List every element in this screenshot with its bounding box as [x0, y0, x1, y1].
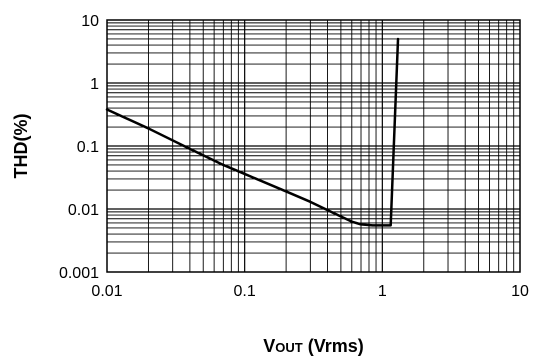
- y-tick-labels: 0.001 0.01 0.1 1 10: [59, 13, 99, 282]
- y-tick-label: 0.1: [77, 139, 99, 156]
- x-axis-label: VOUT (Vrms): [263, 336, 364, 356]
- thd-series-line: [105, 37, 400, 227]
- x-tick-label: 0.01: [91, 283, 122, 300]
- y-tick-label: 10: [81, 13, 99, 30]
- y-tick-label: 0.01: [68, 202, 99, 219]
- x-tick-label: 0.1: [234, 283, 256, 300]
- y-tick-label: 0.001: [59, 265, 99, 282]
- plot-frame: [106, 19, 521, 273]
- y-axis-label: THD(%): [11, 114, 31, 179]
- grid: [107, 20, 520, 272]
- x-tick-label: 1: [378, 283, 387, 300]
- x-tick-label: 10: [511, 283, 529, 300]
- y-tick-label: 1: [90, 76, 99, 93]
- series-group: [105, 37, 400, 227]
- x-tick-labels: 0.01 0.1 1 10: [91, 283, 529, 300]
